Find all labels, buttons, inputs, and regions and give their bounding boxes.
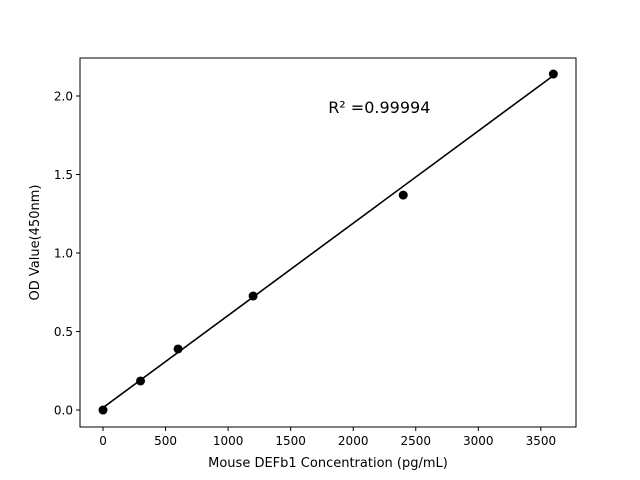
data-point: [548, 69, 558, 79]
x-tick-label: 0: [99, 434, 107, 448]
y-tick-label: 0.5: [54, 325, 73, 339]
r-squared-annotation: R² =0.99994: [328, 98, 430, 117]
x-tick-label: 1000: [213, 434, 244, 448]
x-tick-label: 1500: [275, 434, 306, 448]
y-tick-label: 1.0: [54, 247, 73, 261]
x-tick-label: 2500: [400, 434, 431, 448]
data-point: [136, 376, 146, 386]
data-point: [248, 291, 258, 301]
x-axis-label: Mouse DEFb1 Concentration (pg/mL): [208, 456, 448, 471]
x-tick-label: 500: [154, 434, 177, 448]
data-point: [173, 344, 183, 354]
x-tick-label: 3000: [463, 434, 494, 448]
x-tick-label: 2000: [338, 434, 369, 448]
y-tick-label: 1.5: [54, 168, 73, 182]
fit-line: [102, 74, 554, 409]
y-tick-label: 2.0: [54, 89, 73, 103]
data-point: [398, 190, 408, 200]
y-axis-label: OD Value(450nm): [28, 185, 43, 301]
data-point: [98, 405, 108, 415]
x-tick-label: 3500: [526, 434, 557, 448]
plot-frame: [79, 57, 577, 428]
y-tick-label: 0.0: [54, 404, 73, 418]
